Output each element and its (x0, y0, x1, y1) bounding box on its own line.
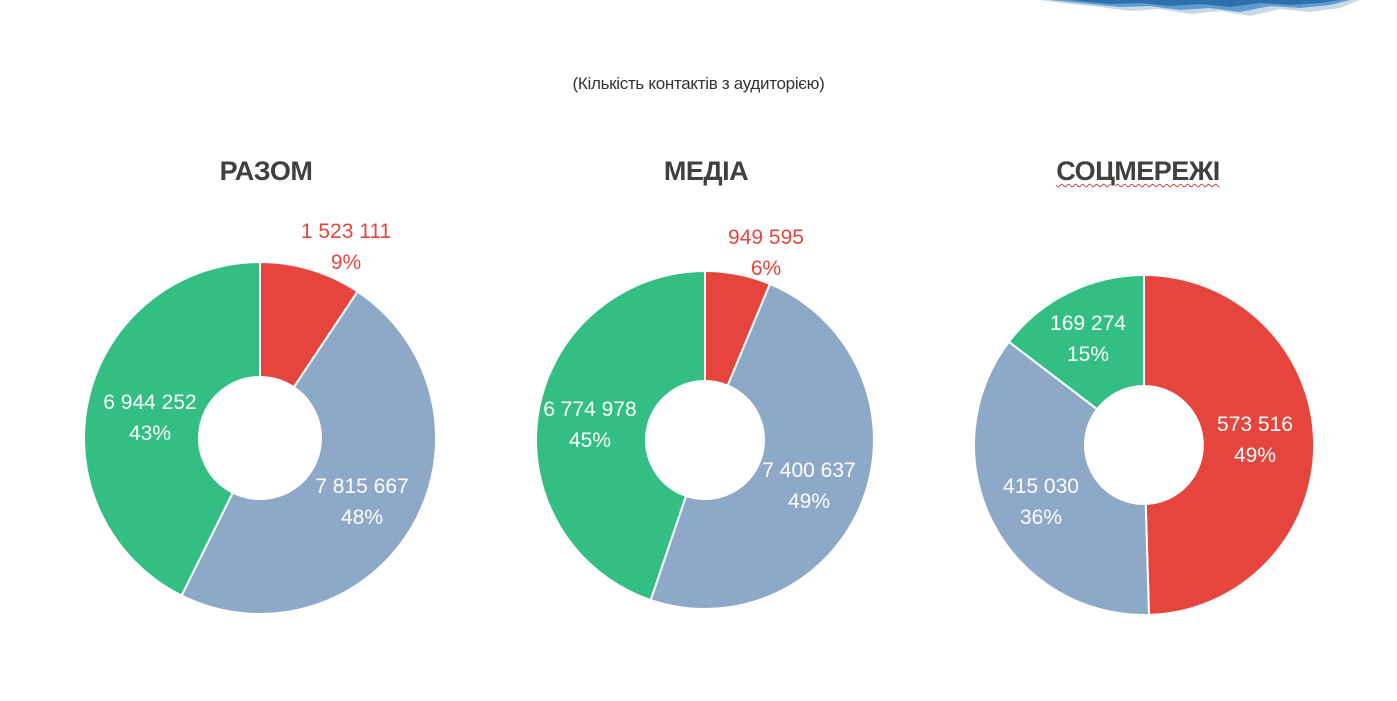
value-label-socmerezhi-red: 573 516 (1217, 413, 1293, 436)
donut-chart-razom: 1 523 111 9% 7 815 667 48% 6 944 252 43% (83, 220, 438, 615)
value-label-socmerezhi-blue: 415 030 (1003, 475, 1079, 498)
slice-media-green (535, 269, 706, 602)
percent-label-media-green: 45% (569, 429, 611, 452)
value-label-media-red: 949 595 (728, 226, 804, 249)
chart-title-razom: РАЗОМ (219, 156, 313, 186)
donut-chart-media: 949 595 6% 7 400 637 49% 6 774 978 45% (535, 226, 875, 610)
slice-socmerezhi-green (1007, 273, 1145, 411)
chart-title-socmerezhi: СОЦМЕРЕЖІ (1056, 156, 1220, 186)
slice-razom-blue (180, 290, 438, 615)
percent-label-media-blue: 49% (788, 490, 830, 513)
percent-label-razom-red: 9% (331, 251, 361, 274)
slice-media-blue (649, 282, 875, 610)
value-label-media-blue: 7 400 637 (762, 459, 855, 482)
donut-chart-socmerezhi: 573 516 49% 415 030 36% 169 274 15% (973, 273, 1316, 616)
value-label-razom-red: 1 523 111 (301, 220, 391, 243)
percent-label-razom-blue: 48% (341, 506, 383, 529)
chart-subtitle: (Кількість контактів з аудиторією) (572, 74, 825, 93)
value-label-razom-blue: 7 815 667 (315, 475, 408, 498)
percent-label-razom-green: 43% (129, 422, 171, 445)
decorative-banner (1040, 0, 1360, 16)
percent-label-socmerezhi-green: 15% (1067, 343, 1109, 366)
value-label-socmerezhi-green: 169 274 (1050, 312, 1126, 335)
value-label-razom-green: 6 944 252 (103, 391, 196, 414)
slice-socmerezhi-red (1143, 273, 1316, 616)
chart-title-media: МЕДІА (663, 156, 749, 186)
slice-razom-green (83, 260, 261, 597)
slice-socmerezhi-blue (973, 340, 1151, 616)
percent-label-media-red: 6% (751, 257, 781, 280)
percent-label-socmerezhi-red: 49% (1234, 444, 1276, 467)
value-label-media-green: 6 774 978 (543, 398, 636, 421)
percent-label-socmerezhi-blue: 36% (1020, 506, 1062, 529)
